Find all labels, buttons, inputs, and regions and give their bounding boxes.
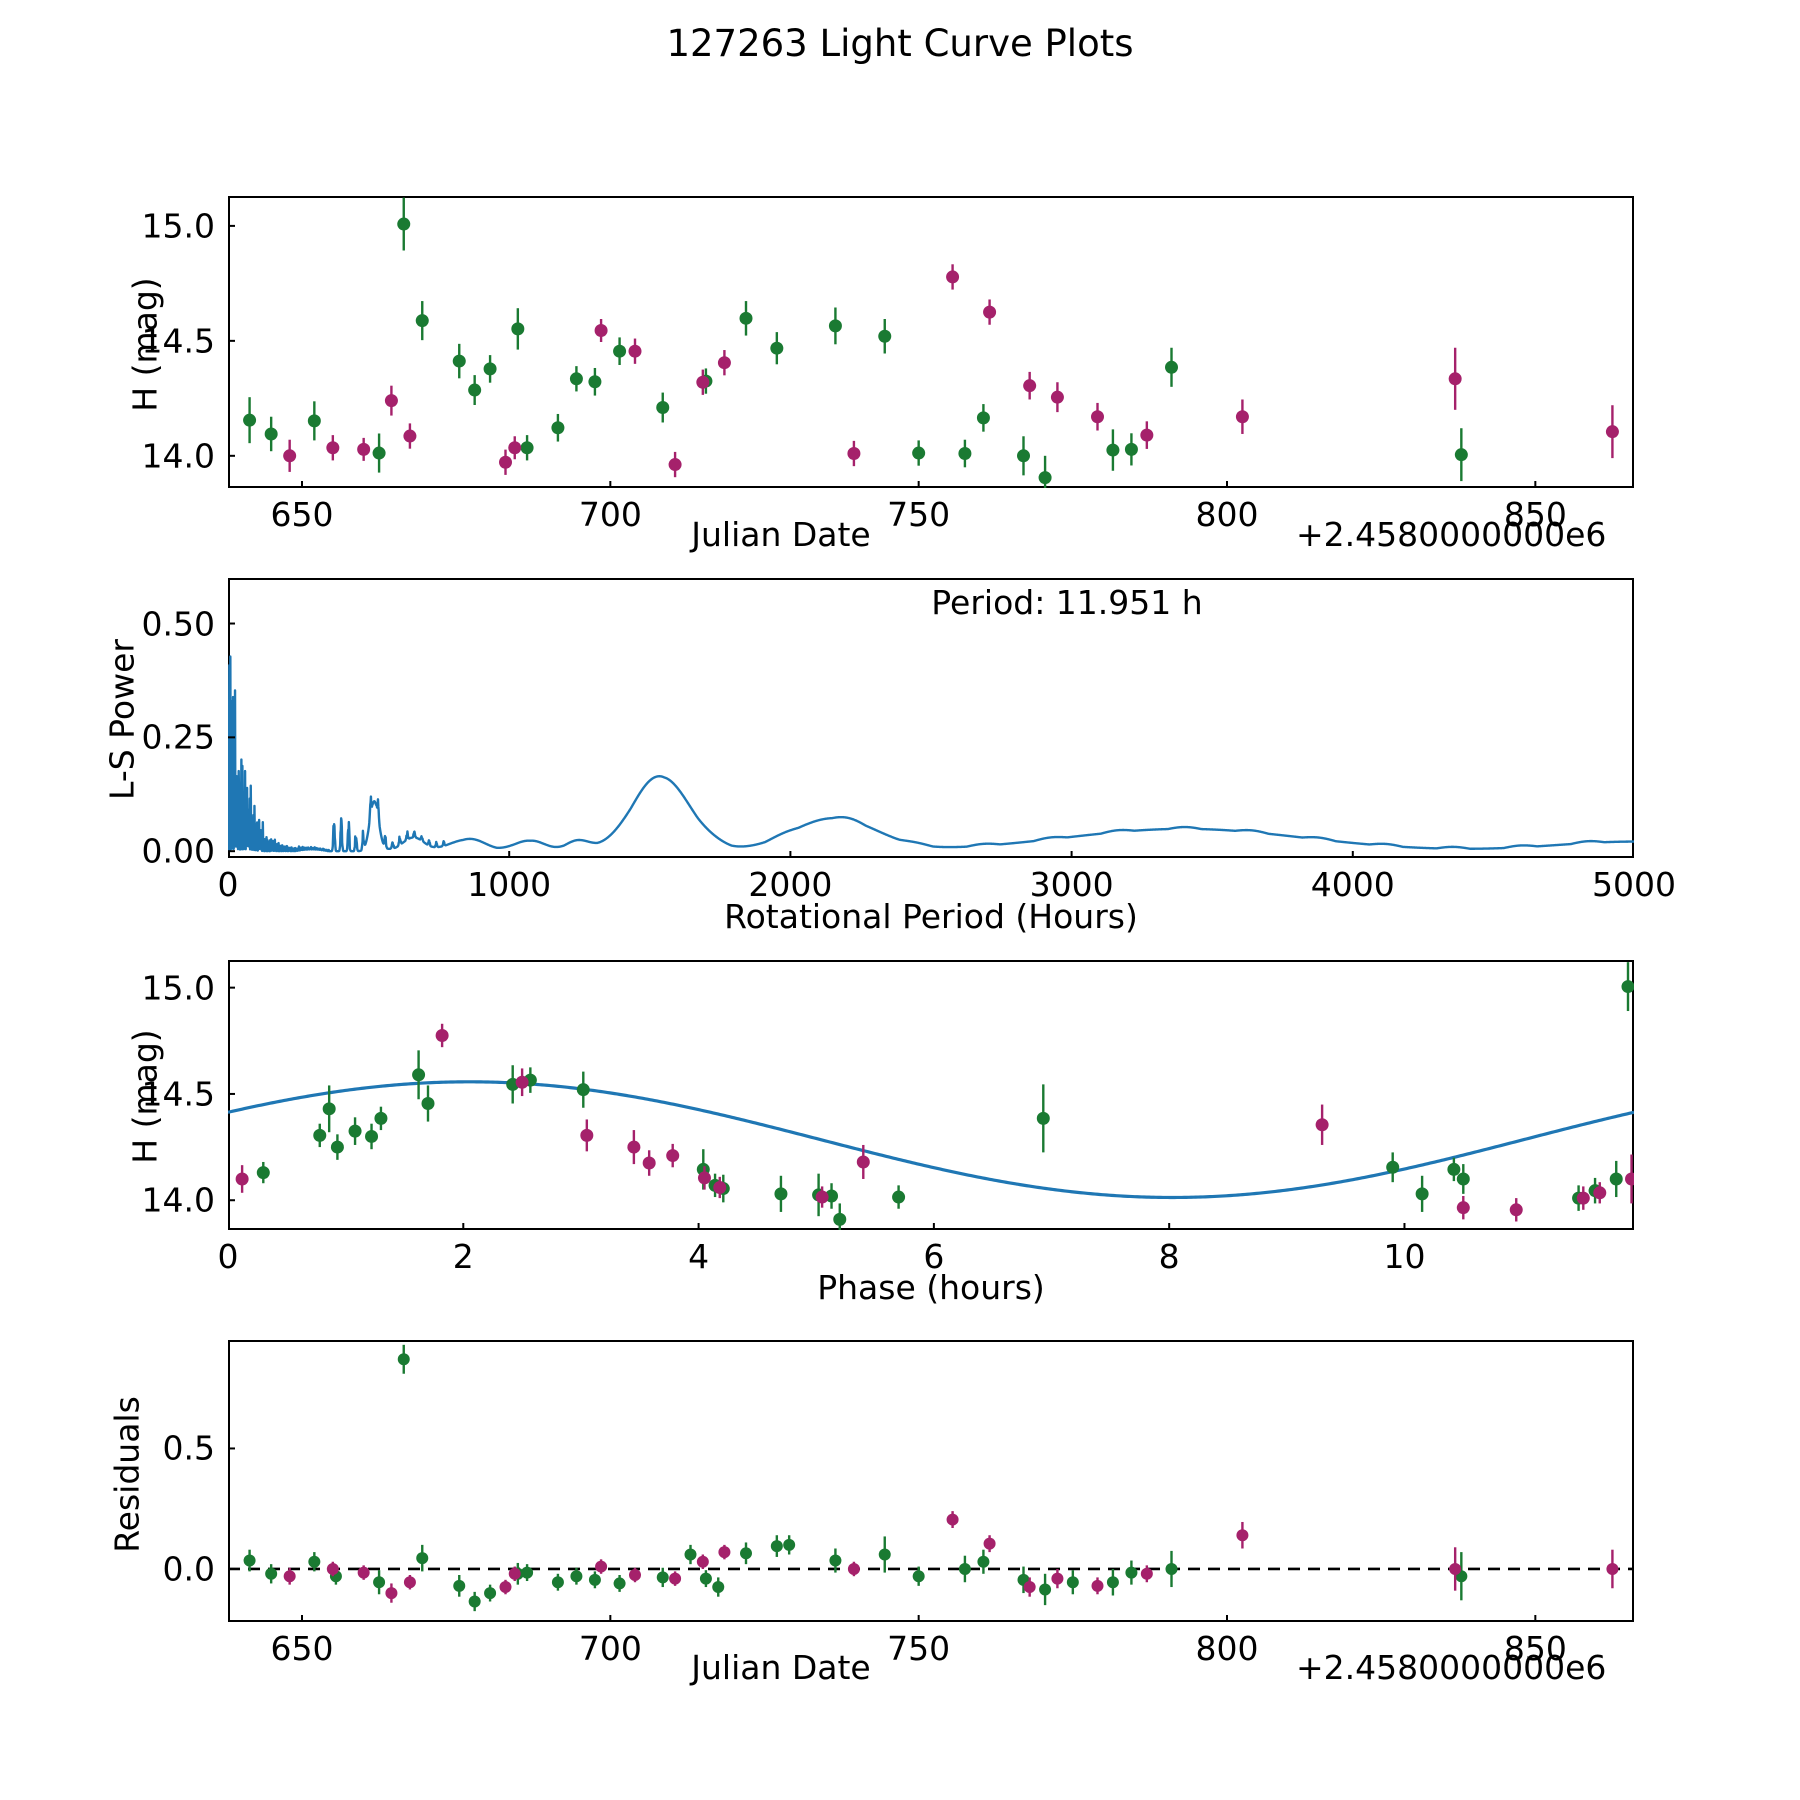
residuals-xtick-label: 650 — [270, 1629, 334, 1668]
phased-fit-curve — [228, 1080, 1634, 1200]
residuals-plot-area — [228, 1344, 1634, 1622]
periodogram-ytick-label: 0.25 — [141, 717, 215, 757]
residuals-xlabel: Julian Date — [691, 1648, 871, 1687]
series-green-band — [256, 962, 1634, 1230]
light-curve-ytick-label: 14.0 — [141, 436, 215, 476]
residuals-xtick-label: 800 — [1195, 1629, 1259, 1668]
phased-xtick-label: 4 — [688, 1237, 710, 1276]
light-curve-x-offset-text: +2.4580000000e6 — [1296, 515, 1607, 554]
series-green-band — [243, 197, 1468, 488]
series-green-band — [243, 1344, 1468, 1612]
periodogram-axes-frame — [228, 578, 1634, 858]
light-curve-xlabel: Julian Date — [691, 515, 871, 554]
residuals-xtick-label: 700 — [578, 1629, 642, 1668]
phased-xtick-label: 2 — [452, 1237, 474, 1276]
periodogram-plot-area — [228, 622, 1634, 858]
panel-phased-light-curve — [228, 960, 1634, 1230]
light-curve-xtick-label: 850 — [1503, 495, 1567, 534]
light-curve-xtick-label: 700 — [578, 495, 642, 534]
residuals-xtick-label: 750 — [887, 1629, 951, 1668]
series-magenta-band — [283, 264, 1619, 478]
phased-plot-area — [228, 962, 1634, 1230]
phased-ytick-label: 14.5 — [141, 1074, 215, 1114]
periodogram-xtick-label: 2000 — [748, 865, 833, 904]
phased-xtick-label: 0 — [217, 1237, 239, 1276]
period-annotation: Period: 11.951 h — [931, 583, 1203, 622]
light-curve-xtick-label: 750 — [887, 495, 951, 534]
phased-ytick-label: 15.0 — [141, 968, 215, 1008]
panel-periodogram — [228, 578, 1634, 858]
light-curve-plot-area — [228, 197, 1619, 488]
residuals-ytick-label: 0.5 — [162, 1428, 215, 1468]
series-magenta-band — [235, 1023, 1634, 1222]
periodogram-xtick-label: 4000 — [1310, 865, 1395, 904]
phased-axes-frame — [228, 960, 1634, 1230]
periodogram-curve — [228, 655, 1634, 853]
light-curve-xtick-label: 650 — [270, 495, 334, 534]
phased-xlabel: Phase (hours) — [817, 1268, 1045, 1307]
periodogram-xlabel: Rotational Period (Hours) — [724, 897, 1138, 936]
series-magenta-band — [283, 1511, 1619, 1603]
periodogram-ytick-label: 0.00 — [141, 831, 215, 871]
residuals-ytick-label: 0.0 — [162, 1549, 215, 1589]
phased-ytick-label: 14.0 — [141, 1180, 215, 1220]
light-curve-axes-frame — [228, 196, 1634, 488]
residuals-axes-frame — [228, 1340, 1634, 1622]
panel-light-curve — [228, 196, 1634, 488]
figure-title: 127263 Light Curve Plots — [666, 22, 1134, 65]
periodogram-ytick-label: 0.50 — [141, 604, 215, 644]
residuals-xtick-label: 850 — [1503, 1629, 1567, 1668]
periodogram-xtick-label: 0 — [217, 865, 239, 904]
light-curve-ytick-label: 14.5 — [141, 321, 215, 361]
light-curve-xtick-label: 800 — [1195, 495, 1259, 534]
periodogram-xtick-label: 3000 — [1029, 865, 1114, 904]
periodogram-xtick-label: 5000 — [1592, 865, 1676, 904]
phased-xtick-label: 6 — [923, 1237, 945, 1276]
residuals-x-offset-text: +2.4580000000e6 — [1296, 1648, 1607, 1687]
phased-xtick-label: 8 — [1158, 1237, 1180, 1276]
periodogram-xtick-label: 1000 — [467, 865, 552, 904]
panel-residuals — [228, 1340, 1634, 1622]
phased-xtick-label: 10 — [1383, 1237, 1426, 1276]
light-curve-ytick-label: 15.0 — [141, 206, 215, 246]
